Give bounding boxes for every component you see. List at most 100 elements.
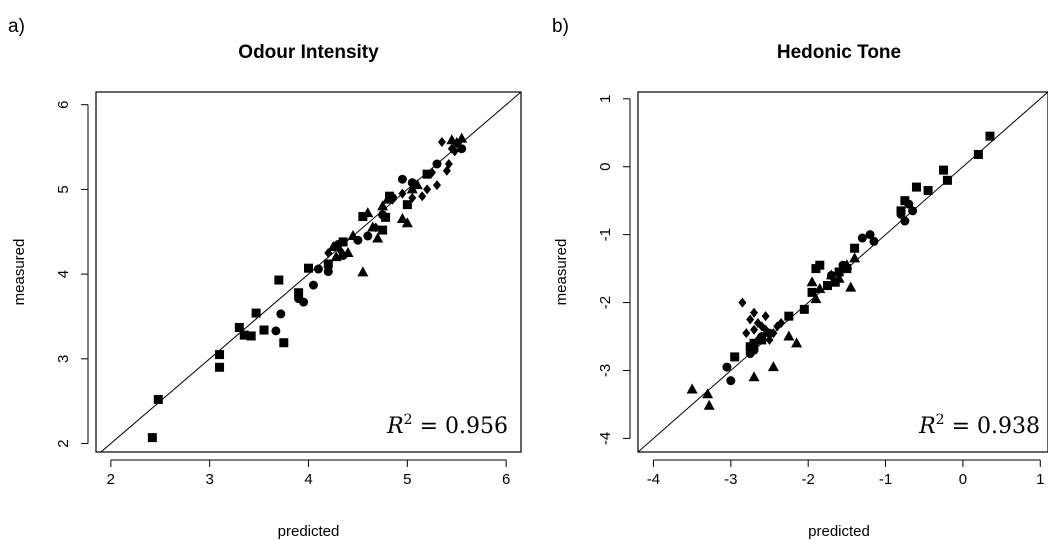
data-point-square — [900, 196, 910, 206]
data-point-diamond — [746, 314, 755, 325]
data-point-square — [730, 352, 740, 362]
data-point-triangle — [396, 213, 408, 224]
y-tick-label: -4 — [597, 432, 614, 445]
reference-line — [638, 92, 1048, 452]
data-point-circle — [904, 199, 914, 209]
data-point-square — [939, 165, 949, 175]
data-point-diamond — [432, 180, 441, 191]
data-point-diamond — [769, 328, 778, 339]
data-point-square — [942, 175, 952, 185]
data-point-circle — [432, 159, 442, 169]
data-point-diamond — [418, 191, 427, 202]
data-point-square — [807, 287, 817, 297]
data-point-square — [215, 362, 225, 372]
data-point-diamond — [750, 307, 759, 318]
data-point-triangle — [372, 232, 384, 243]
data-point-triangle — [357, 266, 369, 277]
data-point-triangle — [456, 132, 468, 143]
data-point-diamond — [398, 188, 407, 199]
data-point-triangle — [686, 383, 698, 394]
data-point-diamond — [324, 247, 333, 258]
data-point-circle — [308, 280, 318, 290]
data-point-triangle — [783, 330, 795, 341]
r-squared-annotation: R2 = 0.938 — [918, 412, 1040, 439]
y-tick-label: 1 — [597, 95, 614, 103]
data-point-circle — [271, 326, 281, 336]
data-point-square — [294, 288, 304, 298]
data-point-diamond — [761, 311, 770, 322]
data-point-circle — [323, 267, 333, 277]
x-tick-label: 3 — [205, 471, 213, 488]
data-point-circle — [749, 345, 759, 355]
data-point-diamond — [437, 136, 446, 147]
y-tick-label: 5 — [55, 185, 72, 193]
data-point-circle — [722, 362, 732, 372]
data-point-square — [799, 304, 809, 314]
data-point-circle — [857, 233, 867, 243]
data-point-square — [378, 225, 388, 235]
chart-title: Odour Intensity — [238, 42, 379, 63]
data-point-square — [279, 338, 289, 348]
data-point-square — [402, 200, 412, 210]
x-tick-label: -3 — [724, 471, 737, 488]
data-point-triangle — [702, 388, 714, 399]
data-point-circle — [900, 216, 910, 226]
data-point-diamond — [450, 146, 459, 157]
r-squared-annotation: R2 = 0.956 — [386, 412, 508, 439]
chart-panel-b: b) Hedonic Tone -4 -3 -2 -1 0 1 -4 -3 -2 -1 0 1 predic… — [552, 16, 1048, 540]
y-axis-label: measured — [553, 239, 570, 306]
data-point-triangle — [401, 217, 413, 228]
data-point-square — [815, 260, 825, 270]
x-tick-label: -2 — [802, 471, 815, 488]
data-point-triangle — [411, 179, 423, 190]
data-point-square — [749, 338, 759, 348]
data-point-diamond — [777, 317, 786, 328]
data-point-triangle — [347, 230, 359, 240]
data-point-circle — [865, 230, 875, 240]
data-point-square — [422, 169, 432, 179]
data-point-diamond — [750, 324, 759, 335]
data-point-circle — [299, 297, 309, 307]
data-point-square — [850, 243, 860, 253]
data-point-circle — [313, 264, 323, 274]
data-point-diamond — [765, 334, 774, 345]
data-point-triangle — [362, 207, 374, 218]
data-point-square — [784, 311, 794, 321]
data-point-triangle — [342, 246, 354, 257]
data-point-diamond — [742, 328, 751, 339]
y-tick-label: -2 — [597, 296, 614, 309]
data-point-triangle — [767, 361, 779, 372]
chart-panel-a: a) Odour Intensity 2 3 4 5 6 2 3 4 5 6 predicted meas… — [8, 16, 522, 540]
data-point-square — [251, 308, 261, 318]
data-point-triangle — [833, 272, 845, 283]
data-point-triangle — [810, 293, 822, 304]
x-axis-label: predicted — [278, 523, 340, 540]
x-tick-label: 0 — [959, 471, 967, 488]
data-point-circle — [869, 236, 879, 246]
x-tick-label: 5 — [403, 471, 411, 488]
y-tick-label: 3 — [55, 355, 72, 363]
data-point-diamond — [388, 194, 397, 205]
points-layer — [686, 131, 995, 410]
data-point-circle — [908, 206, 918, 216]
data-point-square — [259, 325, 269, 335]
data-point-circle — [726, 376, 736, 386]
data-point-triangle — [748, 371, 760, 382]
panel-label: b) — [552, 16, 569, 37]
data-point-diamond — [753, 334, 762, 345]
data-point-diamond — [428, 167, 437, 178]
data-point-square — [923, 185, 933, 195]
data-point-triangle — [825, 269, 837, 280]
plot-frame — [95, 91, 522, 453]
y-axis-label: measured — [11, 239, 28, 306]
x-tick-label: -4 — [647, 471, 660, 488]
y-tick-label: -3 — [597, 364, 614, 377]
data-point-square — [239, 330, 249, 340]
y-tick-label: 0 — [597, 163, 614, 171]
y-tick-label: -1 — [597, 228, 614, 241]
data-point-triangle — [806, 276, 818, 287]
data-point-square — [147, 433, 157, 443]
data-point-diamond — [761, 324, 770, 335]
data-point-square — [304, 263, 313, 273]
data-point-diamond — [423, 184, 432, 195]
